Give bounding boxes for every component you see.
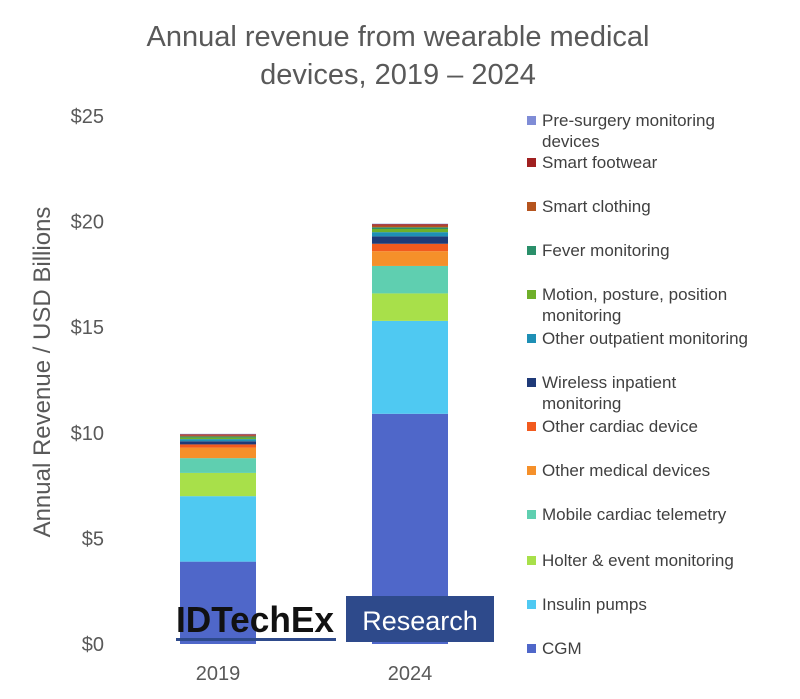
- legend-label: Mobile cardiac telemetry: [542, 505, 727, 524]
- x-tick-label-2019: 2019: [196, 663, 241, 685]
- bar-segment-2019-5: [180, 444, 256, 448]
- y-axis-title: Annual Revenue / USD Billions: [29, 207, 56, 538]
- y-tick-label: $0: [82, 634, 104, 656]
- bar-segment-2019-1: [180, 496, 256, 562]
- bar-segment-2024-8: [372, 228, 448, 233]
- chart-title-line-2: devices, 2019 – 2024: [260, 59, 536, 91]
- legend-label: Other medical devices: [542, 461, 710, 480]
- legend-swatch: [527, 378, 536, 387]
- chart-title: Annual revenue from wearable medical dev…: [147, 21, 650, 91]
- legend-label: Fever monitoring: [542, 241, 670, 260]
- legend-swatch: [527, 510, 536, 519]
- legend-swatch: [527, 556, 536, 565]
- logo-brand-text: IDTechEx: [176, 599, 334, 640]
- legend-label: monitoring: [542, 394, 621, 413]
- bar-segment-2024-11: [372, 224, 448, 226]
- bar-stacks: [180, 223, 448, 644]
- legend-swatch: [527, 290, 536, 299]
- legend-label: CGM: [542, 639, 582, 658]
- bar-segment-2019-0: [180, 561, 256, 644]
- legend-swatch: [527, 202, 536, 211]
- bar-segment-2024-1: [372, 320, 448, 414]
- bar-segment-2019-10: [180, 435, 256, 437]
- legend-label: Pre-surgery monitoring: [542, 111, 715, 130]
- bar-segment-2024-10: [372, 225, 448, 228]
- chart-title-line-1: Annual revenue from wearable medical: [147, 21, 650, 53]
- legend-swatch: [527, 644, 536, 653]
- bar-segment-2019-2: [180, 472, 256, 497]
- legend-swatch: [527, 116, 536, 125]
- legend-swatch: [527, 466, 536, 475]
- bar-segment-2019-7: [180, 439, 256, 442]
- legend-label: Insulin pumps: [542, 595, 647, 614]
- legend-label: Wireless inpatient: [542, 373, 676, 392]
- legend-label: devices: [542, 132, 600, 151]
- bar-segment-2024-9: [372, 227, 448, 229]
- bar-segment-2024-5: [372, 243, 448, 252]
- legend-swatch: [527, 246, 536, 255]
- x-tick-label-2024: 2024: [388, 663, 433, 685]
- legend-swatch: [527, 600, 536, 609]
- bar-segment-2019-4: [180, 447, 256, 459]
- bar-segment-2019-11: [180, 434, 256, 436]
- y-tick-label: $10: [71, 423, 104, 445]
- bar-segment-2019-3: [180, 458, 256, 473]
- bar-segment-2019-9: [180, 436, 256, 438]
- idtechex-logo: IDTechEx Research: [176, 596, 494, 642]
- bar-segment-2024-3: [372, 265, 448, 294]
- y-tick-label: $5: [82, 528, 104, 550]
- legend-label: monitoring: [542, 306, 621, 325]
- bar-segment-2019-6: [180, 441, 256, 445]
- x-axis-ticks: 2019 2024: [196, 663, 433, 685]
- logo-research-box: [346, 596, 494, 642]
- legend-label: Other cardiac device: [542, 417, 698, 436]
- legend-label: Other outpatient monitoring: [542, 329, 748, 348]
- legend-label: Holter & event monitoring: [542, 551, 734, 570]
- legend-label: Motion, posture, position: [542, 285, 727, 304]
- bar-segment-2024-2: [372, 293, 448, 321]
- legend-label: Smart clothing: [542, 197, 651, 216]
- y-tick-label: $25: [71, 106, 104, 128]
- legend: Pre-surgery monitoring devices Smart footw…: [527, 111, 748, 658]
- bar-segment-2019-8: [180, 437, 256, 440]
- logo-brand-underline: [176, 638, 336, 641]
- bar-segment-2024-7: [372, 232, 448, 237]
- bar-segment-2024-4: [372, 251, 448, 266]
- legend-swatch: [527, 158, 536, 167]
- bar-segment-2024-6: [372, 236, 448, 244]
- legend-swatch: [527, 422, 536, 431]
- logo-research-text: Research: [362, 606, 478, 636]
- y-axis-ticks: $0 $5 $10 $15 $20 $25: [71, 106, 104, 656]
- legend-label: Smart footwear: [542, 153, 658, 172]
- legend-swatch: [527, 334, 536, 343]
- y-tick-label: $15: [71, 317, 104, 339]
- y-tick-label: $20: [71, 212, 104, 234]
